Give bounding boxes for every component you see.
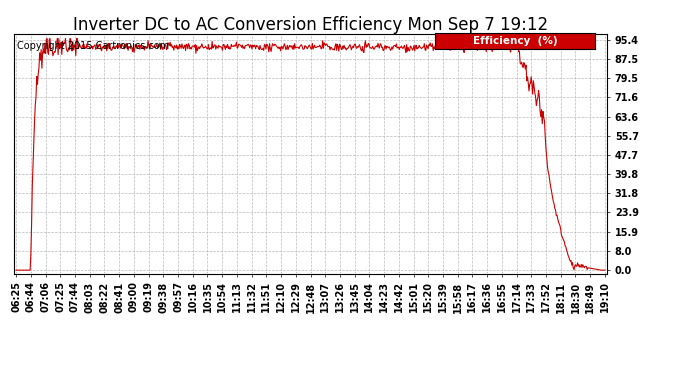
Text: Efficiency  (%): Efficiency (%) (473, 36, 558, 46)
Text: Copyright 2015 Cartronics.com: Copyright 2015 Cartronics.com (17, 41, 169, 51)
Title: Inverter DC to AC Conversion Efficiency Mon Sep 7 19:12: Inverter DC to AC Conversion Efficiency … (73, 16, 548, 34)
